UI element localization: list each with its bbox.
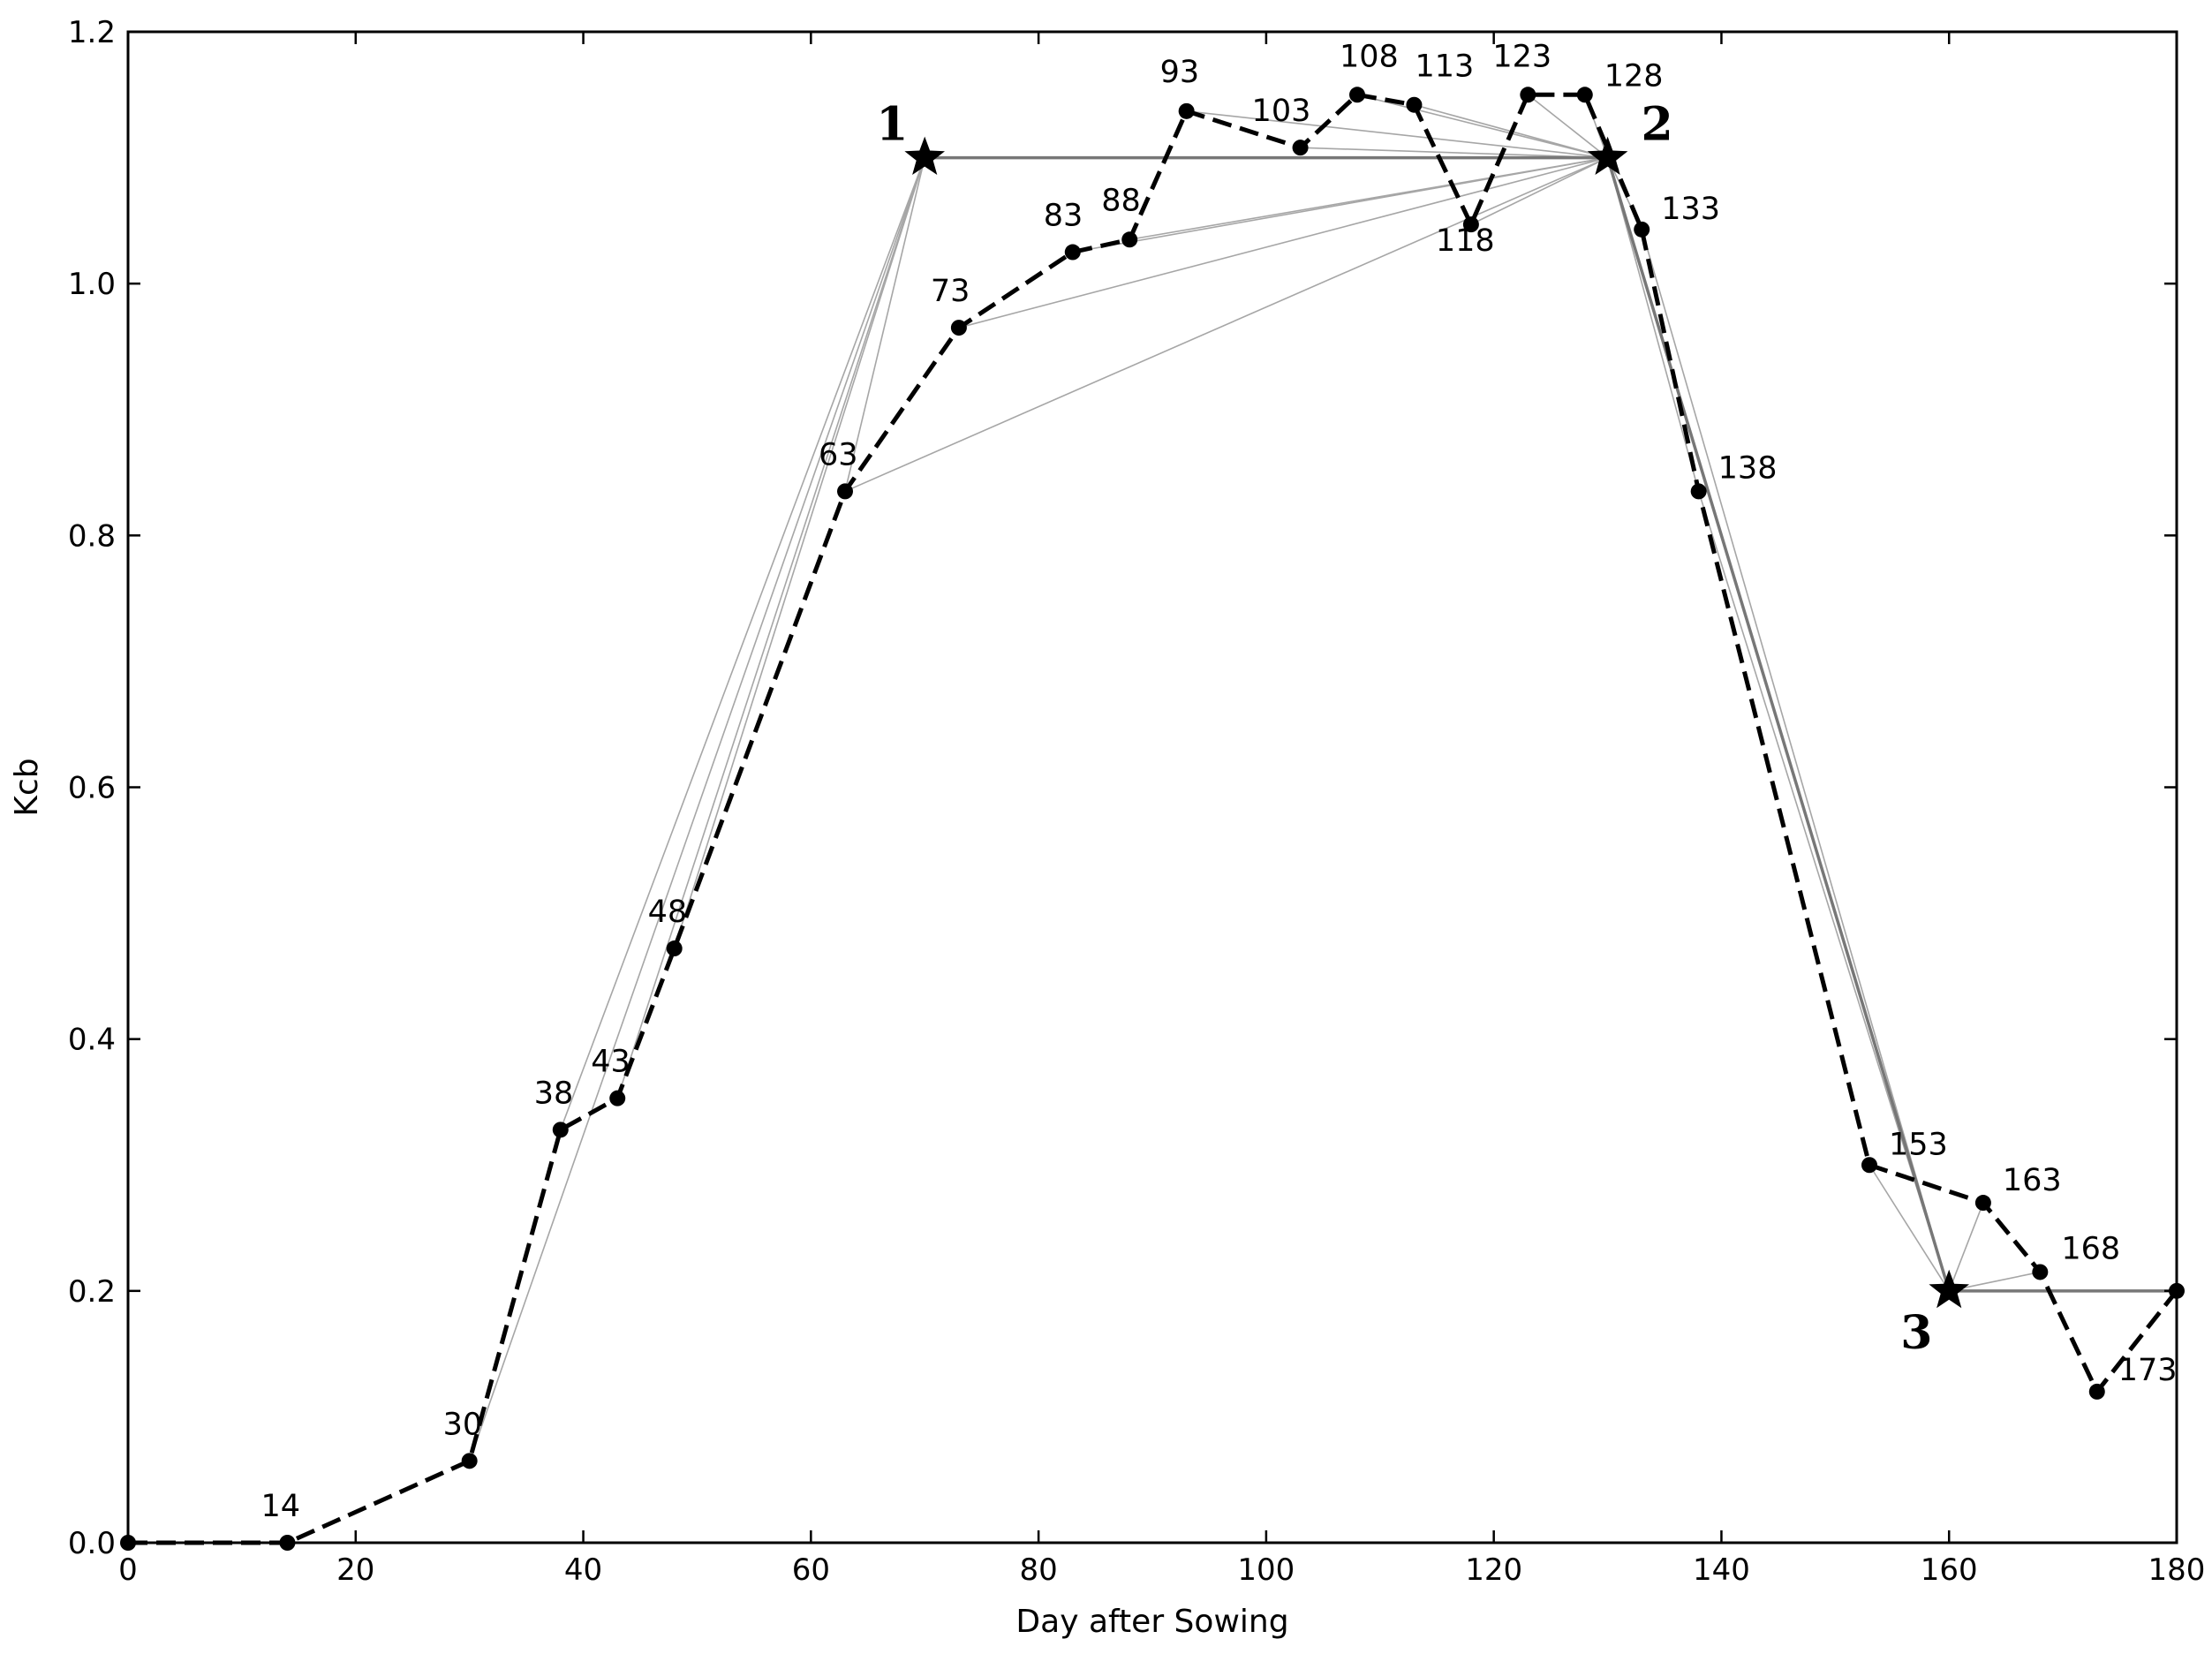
point-label: 30 [443,1407,483,1442]
point-label: 113 [1415,49,1474,85]
x-tick-label: 140 [1693,1552,1750,1588]
y-tick-label: 0.2 [68,1274,116,1310]
data-point [1178,102,1195,119]
x-tick-label: 160 [1921,1552,1978,1588]
data-point [1520,87,1536,103]
fan-line [560,157,925,1130]
point-label: 103 [1252,94,1311,129]
x-tick-label: 120 [1465,1552,1522,1588]
point-labels: 14 30 38 43 48 63 73 83 88 93 103 108 113 118 1 2 3 128 13… [260,39,2177,1524]
breakpoint-label: 2 [1642,98,1673,152]
data-point [1064,244,1081,261]
y-tick-label: 0.6 [68,771,116,806]
point-label: 93 [1160,55,1200,90]
point-label: 153 [1889,1127,1948,1162]
point-label: 43 [591,1045,630,1080]
y-tick-label: 0.0 [68,1526,116,1561]
fan-line [1129,156,1608,241]
point-label: 73 [931,274,970,309]
point-label: 173 [2118,1353,2178,1388]
data-point [1974,1195,1991,1212]
fan-line [468,157,925,1461]
data-point [1634,221,1650,238]
breakpoint-star [1929,1269,1969,1309]
fan-line [1527,94,1609,159]
fit-segments [925,155,2177,1293]
point-label: 168 [2061,1231,2120,1266]
point-label: 83 [1044,199,1083,234]
point-label: 138 [1718,450,1778,486]
point-label: 128 [1604,58,1664,94]
fan-line [1948,1202,1984,1292]
x-tick-label: 40 [564,1552,602,1588]
x-tick-label: 20 [336,1552,374,1588]
point-label: 63 [819,437,858,472]
data-point [461,1453,478,1469]
y-tick-label: 0.8 [68,518,116,554]
x-axis-title: Day after Sowing [1015,1604,1288,1640]
data-point [609,1090,626,1106]
point-label: 108 [1340,39,1399,74]
fan-line [1641,229,1950,1292]
point-label: 123 [1492,39,1551,74]
fan-line [1470,156,1608,225]
fan-line [1356,94,1608,159]
data-point [950,320,967,336]
fan-line [673,157,925,949]
data-point [2088,1383,2105,1400]
point-label: 14 [260,1489,300,1524]
fit-segment [1605,157,1951,1292]
y-tick-label: 1.2 [68,15,116,50]
x-tick-label: 100 [1237,1552,1295,1588]
data-point [1690,483,1707,500]
kcb-series [120,87,2185,1551]
point-label: 163 [2003,1163,2062,1198]
data-point [1292,140,1309,156]
fan-line [844,156,1608,493]
data-point [552,1122,569,1138]
point-label: 133 [1661,192,1720,227]
fan-line [1186,110,1608,159]
data-point [666,940,683,957]
axes: 0 20 40 60 80 100 120 140 160 180 0.0 0.2 0.4 0.6 0.8 1… [68,15,2206,1588]
point-label: 88 [1101,183,1141,218]
series-line [128,92,2178,1545]
data-point [1349,87,1365,103]
data-point [1462,216,1479,233]
fan-line [844,157,926,492]
x-tick-label: 180 [2148,1552,2206,1588]
data-point [1406,96,1423,113]
breakpoint-star [1587,136,1628,175]
data-point [1861,1157,1877,1174]
breakpoint-label: 3 [1900,1306,1932,1360]
y-axis-title: Kcb [9,758,45,816]
fan-line [616,157,925,1099]
point-label: 48 [648,895,688,930]
data-point [1576,87,1593,103]
fan-line [958,156,1608,329]
breakpoint-stars: 1 2 3 [876,98,1969,1360]
x-tick-label: 60 [792,1552,830,1588]
fan-line [1300,147,1608,159]
data-point [2032,1264,2049,1280]
point-label: 38 [534,1076,574,1111]
x-tick-label: 0 [118,1552,138,1588]
fan-line [1868,1164,1950,1292]
y-tick-label: 0.4 [68,1023,116,1058]
data-point [1121,231,1138,248]
x-tick-label: 80 [1019,1552,1057,1588]
point-label: 118 [1436,223,1495,259]
breakpoint-star [904,136,945,175]
y-tick-label: 1.0 [68,267,116,302]
data-point [837,483,853,500]
breakpoint-label: 1 [876,98,908,152]
